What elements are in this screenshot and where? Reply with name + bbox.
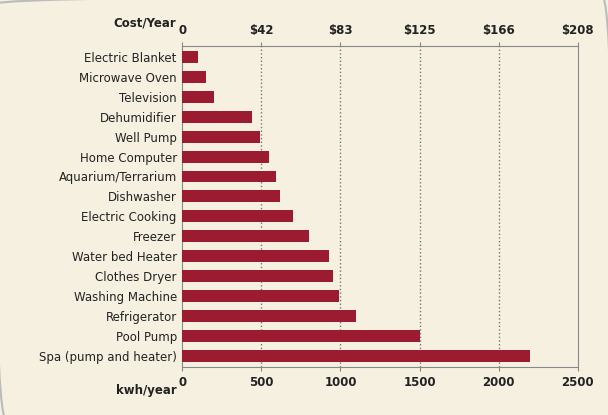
Bar: [182, 90, 214, 103]
Bar: [182, 290, 339, 303]
Bar: [182, 230, 309, 242]
Bar: [182, 190, 280, 203]
Bar: [182, 271, 333, 282]
Bar: [182, 310, 356, 322]
Bar: [182, 171, 275, 183]
Bar: [182, 210, 293, 222]
Bar: [182, 151, 269, 163]
Bar: [182, 131, 260, 142]
Bar: [182, 51, 198, 63]
Bar: [182, 71, 206, 83]
Bar: [182, 350, 530, 362]
Text: kwh/year: kwh/year: [116, 383, 176, 397]
Bar: [182, 330, 420, 342]
Bar: [182, 110, 252, 122]
Text: Cost/Year: Cost/Year: [114, 16, 176, 29]
Bar: [182, 250, 330, 262]
